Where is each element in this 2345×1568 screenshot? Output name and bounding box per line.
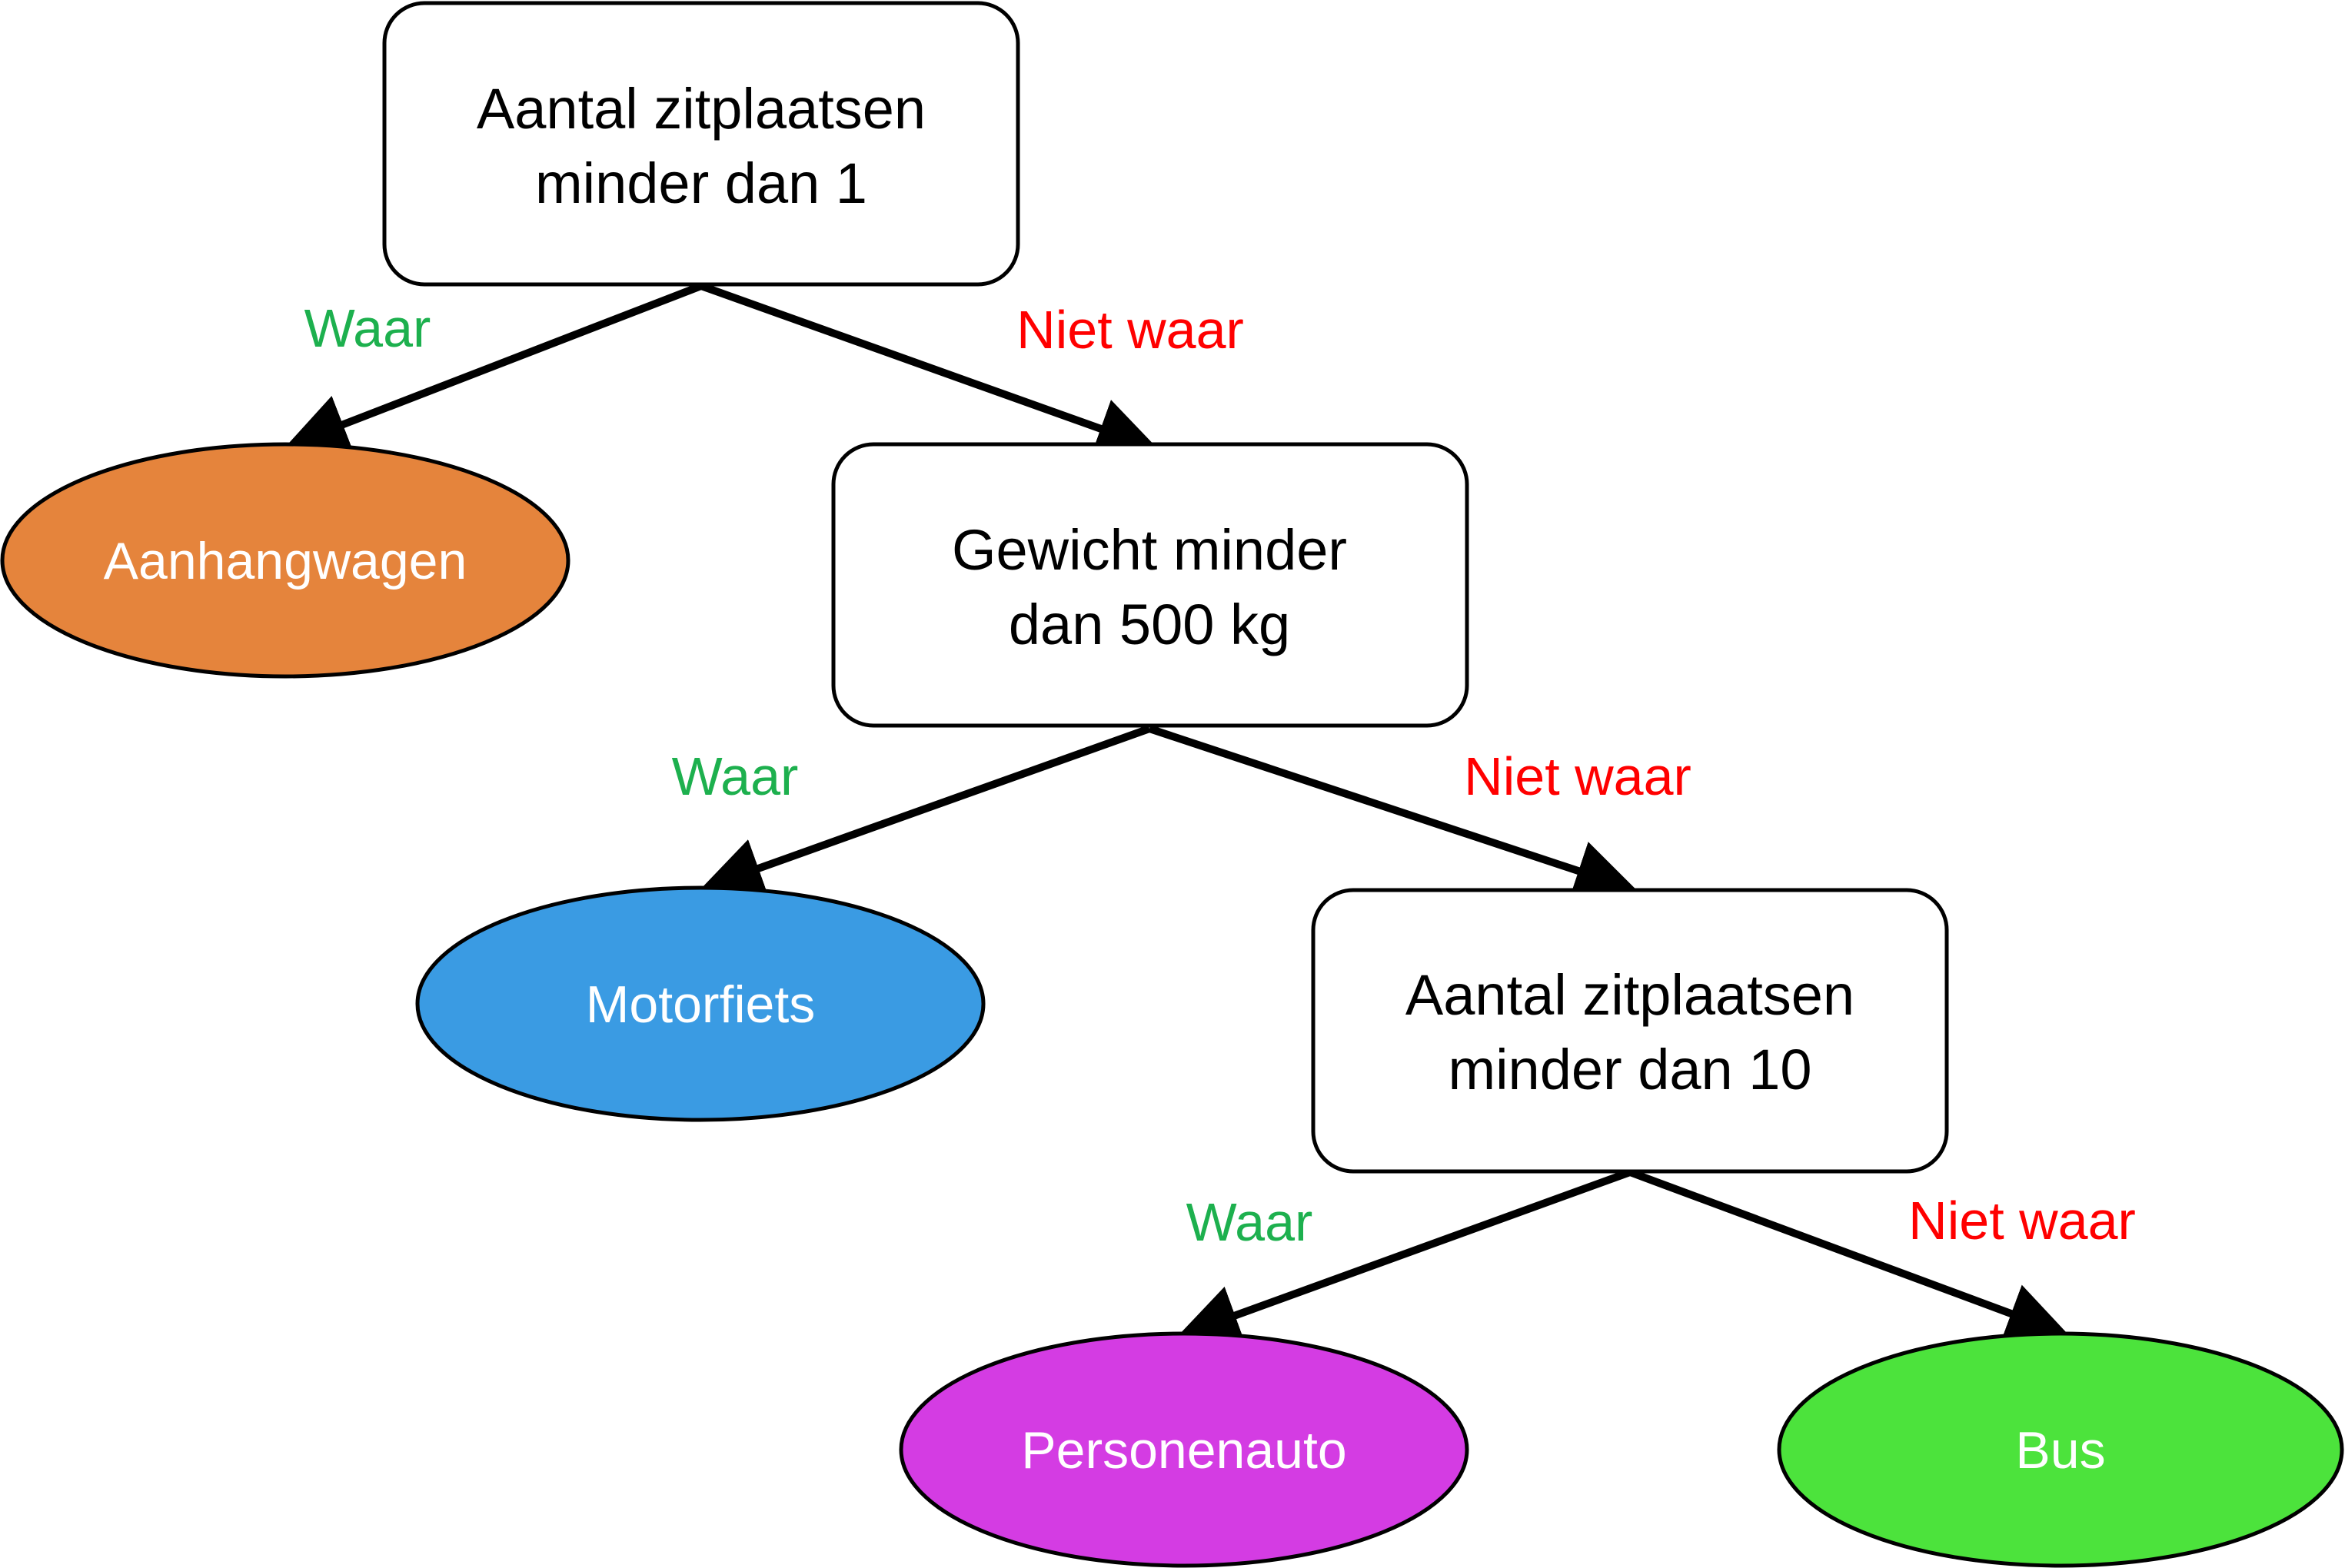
branch-label-false-root: Niet waar <box>1016 300 1244 360</box>
branch-label-true-seats10: Waar <box>1186 1192 1313 1252</box>
edge-root-to-trailer <box>285 282 703 453</box>
decision-root-line1: Aantal zitplaatsen <box>477 77 926 141</box>
leaf-node-trailer: Aanhangwagen <box>0 442 570 679</box>
decision-node-seats10: Aantal zitplaatsen minder dan 10 <box>1311 888 1949 1174</box>
branch-labels: Waar Niet waar Waar Niet waar Waar Niet … <box>304 298 2136 1252</box>
decision-box-root <box>382 1 1020 287</box>
leaf-ellipse-car <box>899 1331 1469 1568</box>
decision-seats10-line2: minder dan 10 <box>1448 1038 1811 1101</box>
leaf-node-car: Personenauto <box>899 1331 1469 1568</box>
leaf-node-bus: Bus <box>1777 1331 2344 1568</box>
decision-seats10-line1: Aantal zitplaatsen <box>1405 963 1854 1027</box>
leaf-label-trailer: Aanhangwagen <box>104 532 467 590</box>
decision-weight-line1: Gewicht minder <box>952 518 1347 582</box>
edge-weight-to-seats10 <box>1148 725 1637 901</box>
edge-root-to-weight <box>700 282 1159 458</box>
leaf-label-bus: Bus <box>2015 1421 2105 1480</box>
decision-weight-line2: dan 500 kg <box>1009 593 1290 656</box>
decision-box-weight <box>831 442 1469 728</box>
leaf-ellipse-bus <box>1777 1331 2344 1568</box>
leaf-label-motorcycle: Motorfiets <box>586 975 816 1034</box>
branch-label-false-weight: Niet waar <box>1464 746 1691 806</box>
decision-root-line2: minder dan 1 <box>535 151 867 215</box>
leaf-label-car: Personenauto <box>1021 1421 1346 1480</box>
edge-seats10-to-bus <box>1628 1168 2069 1343</box>
edges <box>285 282 2069 1345</box>
decision-node-root: Aantal zitplaatsen minder dan 1 <box>382 1 1020 287</box>
branch-label-false-seats10: Niet waar <box>1908 1191 2136 1251</box>
decision-box-seats10 <box>1311 888 1949 1174</box>
leaf-ellipse-motorcycle <box>415 885 986 1122</box>
branch-label-true-weight: Waar <box>672 746 799 806</box>
leaf-ellipse-trailer <box>0 442 570 679</box>
leaf-node-motorcycle: Motorfiets <box>415 885 986 1122</box>
edge-weight-to-motorcycle <box>700 725 1151 898</box>
decision-node-weight: Gewicht minder dan 500 kg <box>831 442 1469 728</box>
edge-seats10-to-car <box>1177 1168 1632 1345</box>
branch-label-true-root: Waar <box>304 298 431 358</box>
